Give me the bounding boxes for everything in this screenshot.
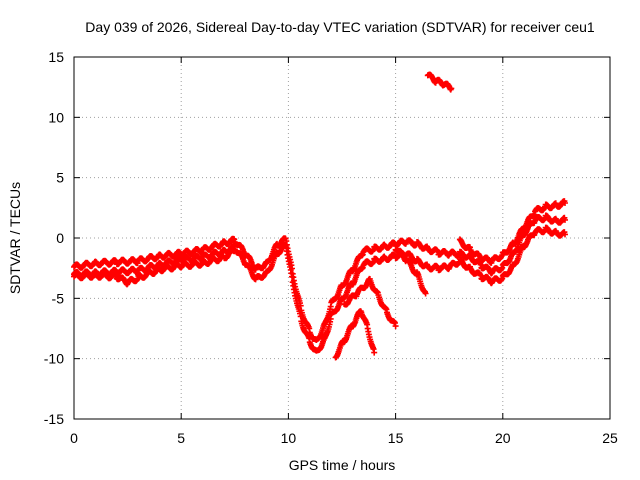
chart-title: Day 039 of 2026, Sidereal Day-to-day VTE… [85,19,595,35]
marker-trace [456,198,568,266]
marker-trace [341,275,399,330]
y-tick-label: -5 [52,290,65,306]
x-tick-label: 15 [388,430,404,446]
y-tick-label: 15 [48,49,64,65]
y-tick-label: 0 [56,230,64,246]
x-tick-label: 5 [177,430,185,446]
y-tick-label: -15 [44,411,64,427]
x-tick-label: 10 [281,430,297,446]
y-tick-label: -10 [44,351,64,367]
series-track-d [332,308,378,361]
series-track-e [341,275,399,330]
marker-trace [71,247,238,288]
marker-trace [424,71,455,93]
marker-trace [392,246,429,297]
x-tick-label: 25 [602,430,618,446]
y-axis-label: SDTVAR / TECUs [7,182,23,294]
axis-ticks: 0 5 10 15 20 25 -15 -10 -5 0 5 10 15 [44,49,618,446]
series-markers [71,71,568,361]
y-tick-label: 10 [48,109,64,125]
series-track-f [392,246,429,297]
series-track-c [71,247,238,288]
x-axis-label: GPS time / hours [289,457,396,473]
x-tick-label: 20 [495,430,511,446]
series-track-g [456,198,568,266]
y-tick-label: 5 [56,170,64,186]
marker-trace [332,308,378,361]
x-tick-label: 0 [70,430,78,446]
series-track-h [424,71,455,93]
